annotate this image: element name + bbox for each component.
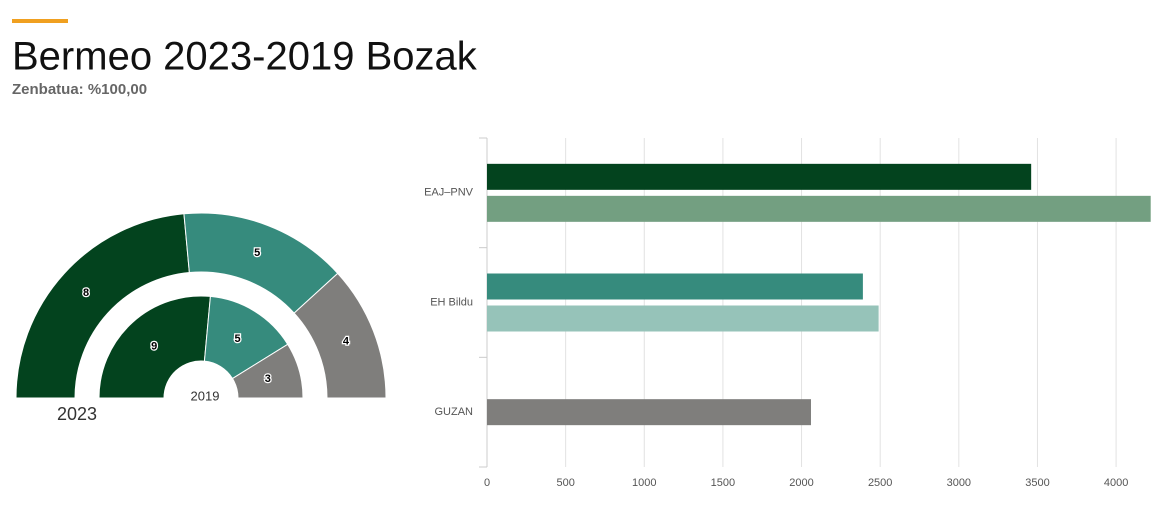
x-tick-label: 0	[484, 477, 490, 489]
y-tick-label: GUZAN	[435, 406, 474, 418]
x-tick-label: 500	[556, 477, 574, 489]
x-tick-label: 2000	[789, 477, 813, 489]
arc-segment	[98, 295, 211, 399]
page-title: Bermeo 2023-2019 Bozak	[12, 35, 478, 79]
ring-label: 2023	[57, 404, 97, 424]
arc-segment	[203, 295, 289, 380]
arc-segment	[293, 272, 387, 399]
y-tick-label: EAJ–PNV	[424, 187, 474, 199]
x-tick-label: 3500	[1025, 477, 1049, 489]
bar	[487, 195, 1151, 222]
arc-segment	[231, 343, 304, 399]
bar	[487, 273, 863, 300]
x-tick-label: 1500	[711, 477, 735, 489]
segment-label: 5	[235, 333, 241, 345]
segment-label: 5	[254, 247, 260, 259]
segment-label: 9	[151, 341, 157, 353]
bar	[487, 305, 879, 332]
bar	[487, 163, 1032, 190]
accent-bar	[12, 19, 68, 23]
x-tick-label: 4000	[1104, 477, 1128, 489]
bar	[487, 399, 811, 426]
x-tick-label: 1000	[632, 477, 656, 489]
segment-label: 3	[265, 373, 271, 385]
page-subtitle: Zenbatua: %100,00	[12, 81, 147, 98]
ring-label: 2019	[191, 388, 220, 403]
segment-label: 8	[83, 287, 89, 299]
segment-label: 4	[343, 336, 350, 348]
arc-segment	[15, 213, 190, 399]
x-tick-label: 2500	[868, 477, 892, 489]
x-tick-label: 3000	[947, 477, 971, 489]
y-tick-label: EH Bildu	[430, 296, 473, 308]
